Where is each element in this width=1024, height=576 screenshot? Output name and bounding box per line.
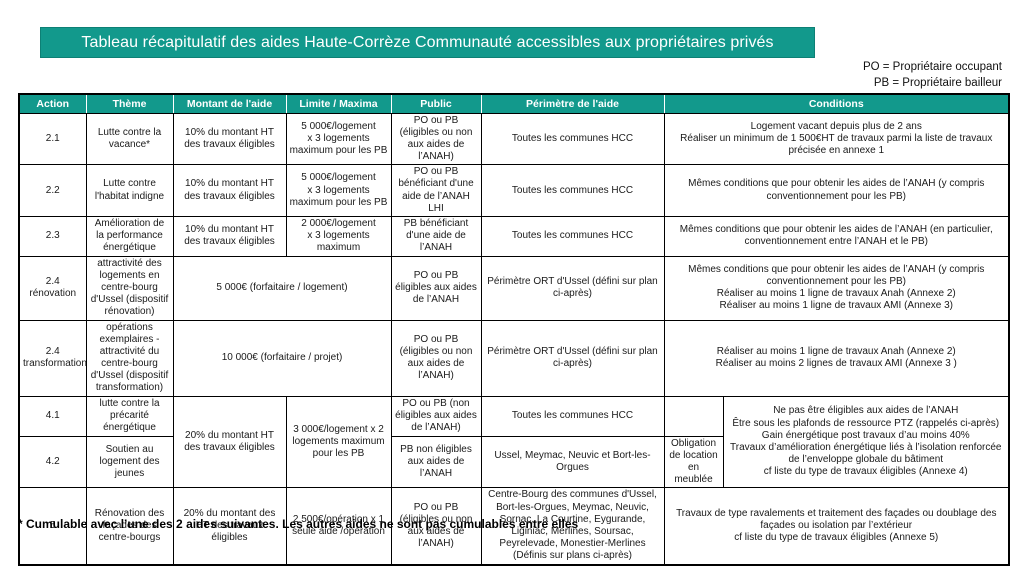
cell-r5-limite: 2 500€/opération x 1 seule aide /opérati… xyxy=(285,487,392,565)
cell-r42-public: PB non éligibles aux aides de l’ANAH xyxy=(390,435,482,489)
cell-r42-obligation: Obligation de location en meublée xyxy=(663,435,724,489)
abbreviation-legend: PO = Propriétaire occupant PB = Propriét… xyxy=(863,59,1002,91)
cell-r24ren-conditions: Mêmes conditions que pour obtenir les ai… xyxy=(663,255,1010,321)
cell-r24ren-theme: attractivité des logements en centre-bou… xyxy=(85,255,174,321)
cell-r22-theme: Lutte contre l'habitat indigne xyxy=(85,164,174,217)
col-header-conditions: Conditions xyxy=(663,93,1011,114)
legend-po: PO = Propriétaire occupant xyxy=(862,61,1002,73)
cell-r5-perimetre: Centre-Bourg des communes d'Ussel, Bort-… xyxy=(480,487,665,565)
cell-r42-perimetre: Ussel, Meymac, Neuvic et Bort-les-Orgues xyxy=(480,435,665,489)
cell-r24tra-conditions: Réaliser au moins 1 ligne de travaux Ana… xyxy=(663,319,1010,397)
cell-r23-theme: Amélioration de la performance énergétiq… xyxy=(85,216,174,257)
cell-r21-action: 2.1 xyxy=(18,112,87,166)
cell-r22-conditions: Mêmes conditions que pour obtenir les ai… xyxy=(663,164,1010,217)
cell-r41-r42-conditions: Ne pas être éligibles aux aides de l’ANA… xyxy=(722,395,1010,489)
table-row-4-2: 4.2 Soutien au logement des jeunes PB no… xyxy=(18,435,1009,489)
col-header-action: Action xyxy=(18,93,87,114)
cell-r21-theme: Lutte contre la vacance* xyxy=(85,112,174,166)
table-row-4-1: 4.1 lutte contre la précarité énergétiqu… xyxy=(18,395,1010,489)
cell-r42-action: 4.2 xyxy=(18,435,87,489)
cell-r23-public: PB bénéficiant d'une aide de l’ANAH xyxy=(390,216,482,257)
col-header-public: Public xyxy=(390,93,482,114)
cell-r24tra-action: 2.4 transformation xyxy=(18,319,87,397)
cell-r41-perimetre: Toutes les communes HCC xyxy=(480,395,665,437)
cell-r41-obligation xyxy=(663,395,724,437)
col-header-perimetre: Périmètre de l'aide xyxy=(480,93,665,114)
cell-r23-limite: 2 000€/logement x 3 logements maximum xyxy=(285,216,392,257)
footnote: * Cumulable avec l’une des 2 aides suiva… xyxy=(18,517,579,531)
cell-r41-public: PO ou PB (non éligibles aux aides de l’A… xyxy=(390,395,482,437)
cell-r21-public: PO ou PB (éligibles ou non aux aides de … xyxy=(390,112,482,166)
cell-r21-perimetre: Toutes les communes HCC xyxy=(480,112,665,166)
cell-r5-public: PO ou PB (éligibles ou non aux aides de … xyxy=(390,487,482,565)
cell-r22-limite: 5 000€/logement x 3 logements maximum po… xyxy=(285,164,392,217)
table-row-2-4-renovation: 2.4 rénovation attractivité des logement… xyxy=(18,255,1010,321)
col-header-montant: Montant de l'aide xyxy=(172,93,287,114)
cell-r41-theme: lutte contre la précarité énergétique xyxy=(85,395,174,437)
cell-r41-action: 4.1 xyxy=(18,395,87,437)
table-row-2-2: 2.2 Lutte contre l'habitat indigne 10% d… xyxy=(18,164,1010,217)
cell-r5-theme: Rénovation des façades des centre-bourgs xyxy=(85,487,174,565)
cell-r24tra-montant-limite: 10 000€ (forfaitaire / projet) xyxy=(172,319,392,397)
cell-r24ren-public: PO ou PB éligibles aux aides de l’ANAH xyxy=(390,255,482,321)
cell-r5-conditions: Travaux de type ravalements et traitemen… xyxy=(663,487,1010,565)
cell-r22-montant: 10% du montant HT des travaux éligibles xyxy=(172,164,287,217)
cell-r41-r42-montant: 20% du montant HT des travaux éligibles xyxy=(172,395,287,489)
table-row-2-3: 2.3 Amélioration de la performance énerg… xyxy=(18,216,1010,257)
cell-r24ren-perimetre: Périmètre ORT d'Ussel (défini sur plan c… xyxy=(480,255,665,321)
cell-r24tra-theme: opérations exemplaires - attractivité du… xyxy=(85,319,174,397)
cell-r23-conditions: Mêmes conditions que pour obtenir les ai… xyxy=(663,216,1010,257)
cell-r21-montant: 10% du montant HT des travaux éligibles xyxy=(172,112,287,166)
col-header-limite: Limite / Maxima xyxy=(285,93,392,114)
cell-r23-action: 2.3 xyxy=(18,216,87,257)
header-row: Action Thème Montant de l'aide Limite / … xyxy=(18,93,1011,114)
table-row-5: 5 Rénovation des façades des centre-bour… xyxy=(18,487,1010,565)
cell-r24ren-action: 2.4 rénovation xyxy=(18,255,87,321)
page-title: Tableau récapitulatif des aides Haute-Co… xyxy=(40,27,815,58)
cell-r21-conditions: Logement vacant depuis plus de 2 ans Réa… xyxy=(663,112,1010,166)
cell-r23-montant: 10% du montant HT des travaux éligibles xyxy=(172,216,287,257)
table-row-2-4-transformation: 2.4 transformation opérations exemplaire… xyxy=(18,319,1010,397)
legend-pb: PB = Propriétaire bailleur xyxy=(873,77,1002,90)
cell-r24tra-public: PO ou PB (éligibles ou non aux aides de … xyxy=(390,319,482,397)
cell-r24tra-perimetre: Périmètre ORT d'Ussel (défini sur plan c… xyxy=(480,319,665,397)
cell-r42-theme: Soutien au logement des jeunes xyxy=(85,435,174,489)
cell-r23-perimetre: Toutes les communes HCC xyxy=(480,216,665,257)
cell-r41-r42-limite: 3 000€/logement x 2 logements maximum po… xyxy=(285,395,392,489)
cell-r22-action: 2.2 xyxy=(18,164,87,217)
cell-r22-perimetre: Toutes les communes HCC xyxy=(480,164,665,217)
cell-r22-public: PO ou PB bénéficiant d'une aide de l’ANA… xyxy=(390,164,482,217)
col-header-theme: Thème xyxy=(85,93,174,114)
aid-summary-table: Action Thème Montant de l'aide Limite / … xyxy=(18,93,1011,566)
table-row-2-1: 2.1 Lutte contre la vacance* 10% du mont… xyxy=(18,112,1010,166)
cell-r24ren-montant-limite: 5 000€ (forfaitaire / logement) xyxy=(172,255,392,321)
page-title-text: Tableau récapitulatif des aides Haute-Co… xyxy=(81,33,774,51)
cell-r21-limite: 5 000€/logement x 3 logements maximum po… xyxy=(285,112,392,166)
